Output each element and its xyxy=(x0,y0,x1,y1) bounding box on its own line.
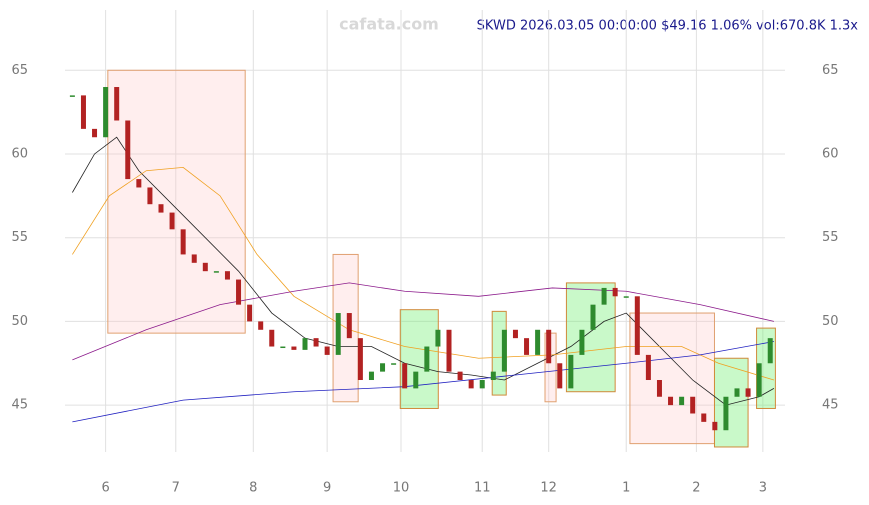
candle xyxy=(147,187,153,205)
candle xyxy=(368,371,374,381)
x-tick-label: 1 xyxy=(622,481,630,496)
y-tick-label: 60 xyxy=(11,146,28,161)
candle xyxy=(745,388,751,397)
candle xyxy=(734,388,740,397)
y-tick-label: 65 xyxy=(822,63,839,78)
candle xyxy=(490,371,496,381)
x-tick-label: 3 xyxy=(759,481,767,496)
candle xyxy=(335,313,341,355)
candle xyxy=(346,313,352,339)
candle xyxy=(424,346,430,372)
candle xyxy=(557,363,563,389)
x-tick-label: 9 xyxy=(323,481,331,496)
y-tick-label: 45 xyxy=(11,398,28,413)
candle xyxy=(512,329,518,339)
x-tick-label: 2 xyxy=(692,481,700,496)
candle xyxy=(701,413,707,422)
candle xyxy=(435,329,441,347)
candle xyxy=(236,279,242,305)
ma-line xyxy=(72,282,775,361)
zone xyxy=(629,312,715,445)
candle xyxy=(723,396,729,431)
candle xyxy=(302,338,308,350)
candle xyxy=(92,128,98,138)
candle xyxy=(158,204,164,213)
candle xyxy=(767,338,773,364)
candle xyxy=(191,254,197,263)
candle xyxy=(690,396,696,414)
zone xyxy=(399,309,439,409)
candle xyxy=(623,296,629,298)
candle xyxy=(136,179,142,188)
candle xyxy=(291,346,297,350)
candle xyxy=(313,338,319,347)
candle xyxy=(568,354,574,389)
x-tick-label: 8 xyxy=(249,481,257,496)
ma-line xyxy=(72,341,774,423)
y-tick-label: 55 xyxy=(822,230,839,245)
candle xyxy=(69,95,75,97)
chart-title: SKWD 2026.03.05 00:00:00 $49.16 1.06% vo… xyxy=(477,19,859,34)
candle xyxy=(645,354,651,381)
y-tick-label: 65 xyxy=(11,63,28,78)
y-tick-label: 45 xyxy=(822,398,839,413)
candle xyxy=(202,262,208,272)
x-tick-label: 11 xyxy=(474,481,491,496)
candle xyxy=(524,338,530,355)
candle xyxy=(579,329,585,355)
zone xyxy=(565,282,616,393)
watermark: cafata.com xyxy=(339,15,439,34)
candle xyxy=(247,304,253,322)
candle xyxy=(125,120,131,180)
candle xyxy=(224,271,230,280)
y-tick-label: 50 xyxy=(822,314,839,329)
candle xyxy=(80,95,86,129)
candle xyxy=(457,371,463,381)
candle xyxy=(391,363,397,365)
candle xyxy=(535,329,541,355)
candle xyxy=(712,421,718,431)
candle xyxy=(114,87,120,121)
candle xyxy=(357,338,363,381)
candle xyxy=(258,321,264,330)
y-tick-label: 55 xyxy=(11,230,28,245)
candle xyxy=(324,346,330,355)
candle xyxy=(402,363,408,389)
candle xyxy=(656,380,662,397)
x-tick-label: 10 xyxy=(393,481,410,496)
candle xyxy=(380,363,386,372)
candle xyxy=(446,329,452,372)
candle xyxy=(468,380,474,389)
candle xyxy=(612,287,618,297)
x-tick-label: 7 xyxy=(172,481,180,496)
candle xyxy=(634,296,640,355)
zone xyxy=(713,357,749,448)
zone xyxy=(107,69,246,334)
candle xyxy=(679,396,685,406)
y-tick-label: 50 xyxy=(11,314,28,329)
candle xyxy=(413,371,419,389)
candle xyxy=(180,229,186,255)
candle xyxy=(668,396,674,406)
candle xyxy=(479,380,485,389)
x-tick-label: 12 xyxy=(540,481,557,496)
candle xyxy=(280,346,286,349)
candle xyxy=(601,287,607,305)
candle xyxy=(756,363,762,397)
candle xyxy=(103,87,109,138)
candle xyxy=(546,329,552,364)
x-tick-label: 6 xyxy=(101,481,109,496)
candle xyxy=(501,329,507,372)
candle xyxy=(590,304,596,330)
candle xyxy=(269,329,275,347)
ma-line xyxy=(72,136,775,406)
y-tick-label: 60 xyxy=(822,146,839,161)
candle xyxy=(169,212,175,230)
candle xyxy=(213,271,219,273)
